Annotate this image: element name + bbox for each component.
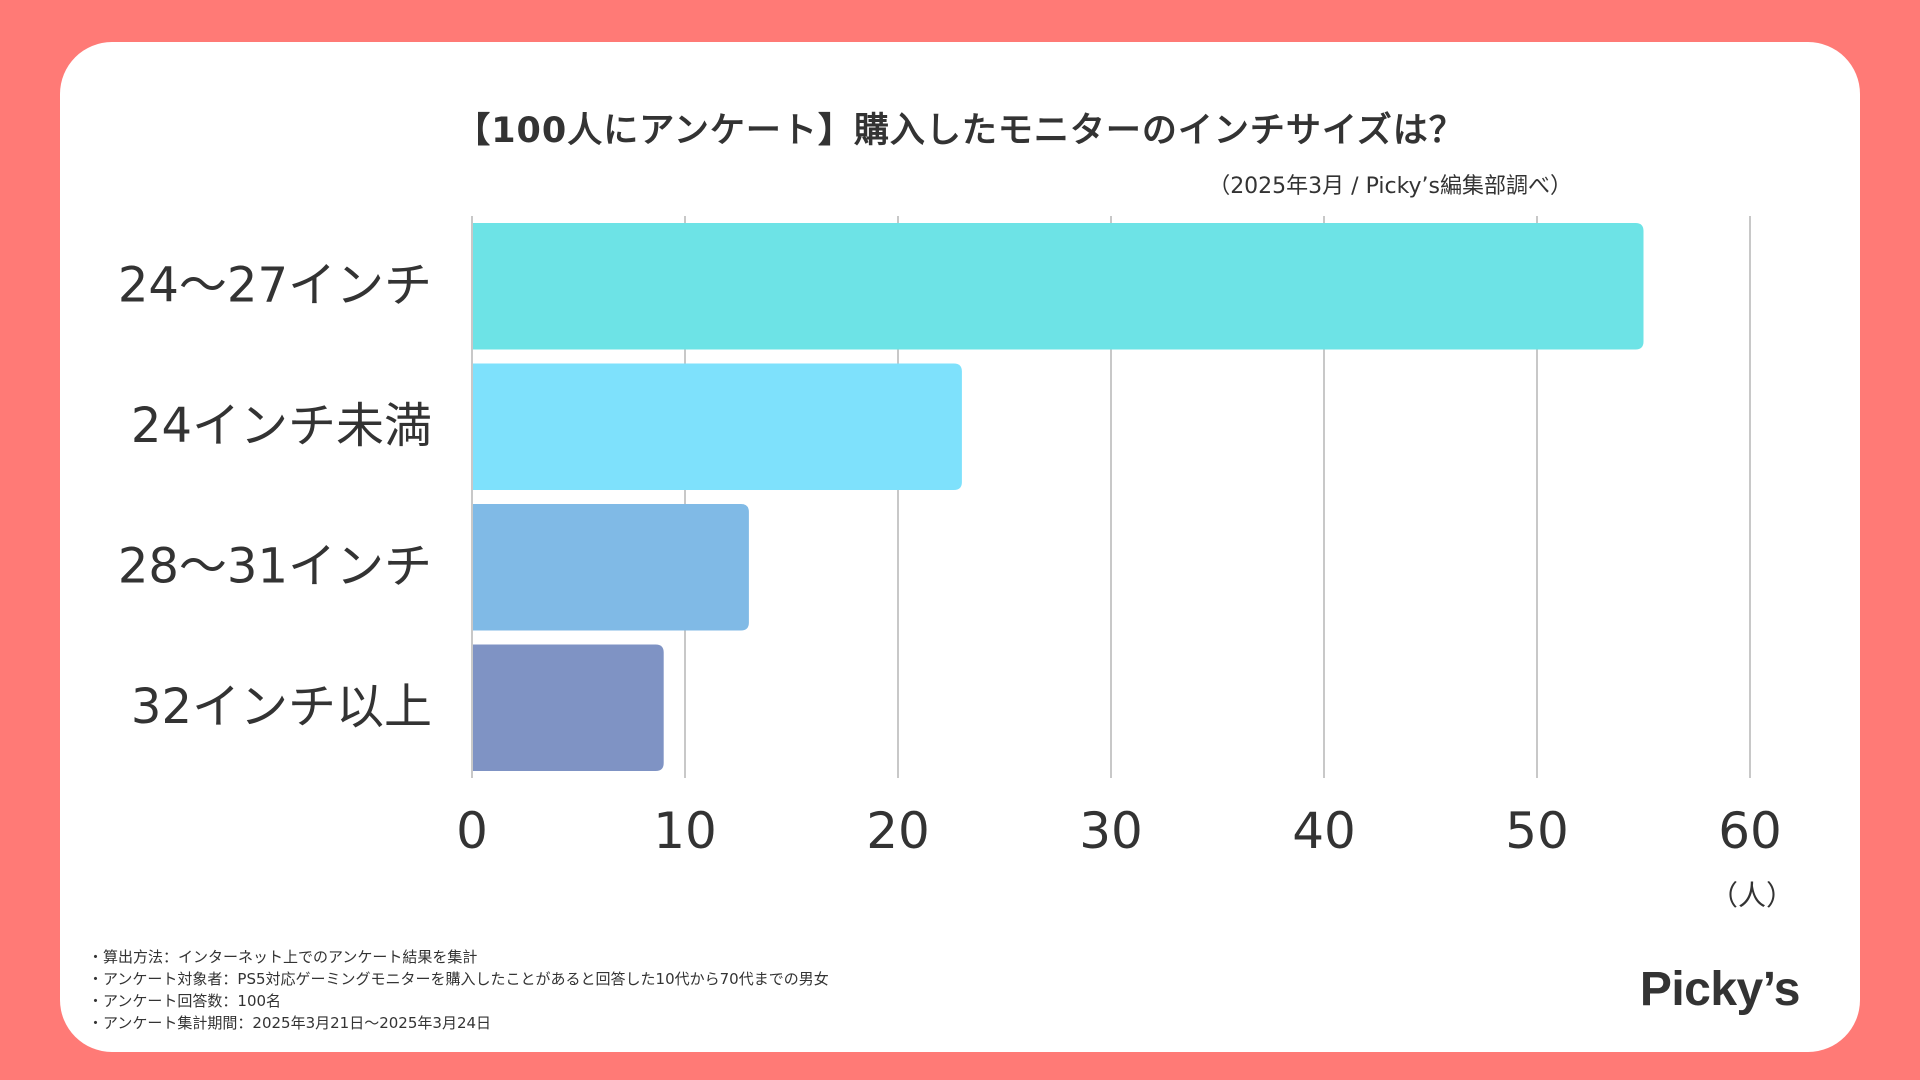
- note-method: 算出方法：インターネット上でのアンケート結果を集計: [88, 946, 829, 968]
- x-tick-label-60: 60: [1718, 802, 1782, 860]
- bar-2: [472, 363, 962, 490]
- note-respondents: アンケート回答数：100名: [88, 990, 829, 1012]
- x-tick-label-20: 20: [866, 802, 930, 860]
- bar-4: [472, 644, 664, 771]
- x-tick-label-30: 30: [1079, 802, 1143, 860]
- x-tick-label-10: 10: [653, 802, 717, 860]
- category-label-2: 24インチ未満: [131, 398, 432, 454]
- bar-3: [472, 504, 749, 631]
- category-label-4: 32インチ以上: [131, 679, 432, 735]
- chart-title: 【100人にアンケート】購入したモニターのインチサイズは？: [455, 111, 1465, 151]
- bar-1: [472, 223, 1644, 350]
- category-label-3: 28〜31インチ: [118, 538, 432, 594]
- x-tick-label-50: 50: [1505, 802, 1569, 860]
- category-label-1: 24〜27インチ: [118, 257, 432, 313]
- pickys-logo: Picky’s: [1639, 963, 1801, 1016]
- chart-card: [60, 42, 1860, 1052]
- note-period: アンケート集計期間：2025年3月21日〜2025年3月24日: [88, 1012, 829, 1034]
- x-tick-label-0: 0: [456, 802, 488, 860]
- note-target: アンケート対象者：PS5対応ゲーミングモニターを購入したことがあると回答した10…: [88, 968, 829, 990]
- chart-subtitle: （2025年3月 / Picky’s編集部調べ）: [1208, 174, 1572, 199]
- survey-notes: 算出方法：インターネット上でのアンケート結果を集計 アンケート対象者：PS5対応…: [88, 946, 829, 1034]
- x-axis-unit-label: （人）: [1709, 879, 1794, 912]
- x-tick-label-40: 40: [1292, 802, 1356, 860]
